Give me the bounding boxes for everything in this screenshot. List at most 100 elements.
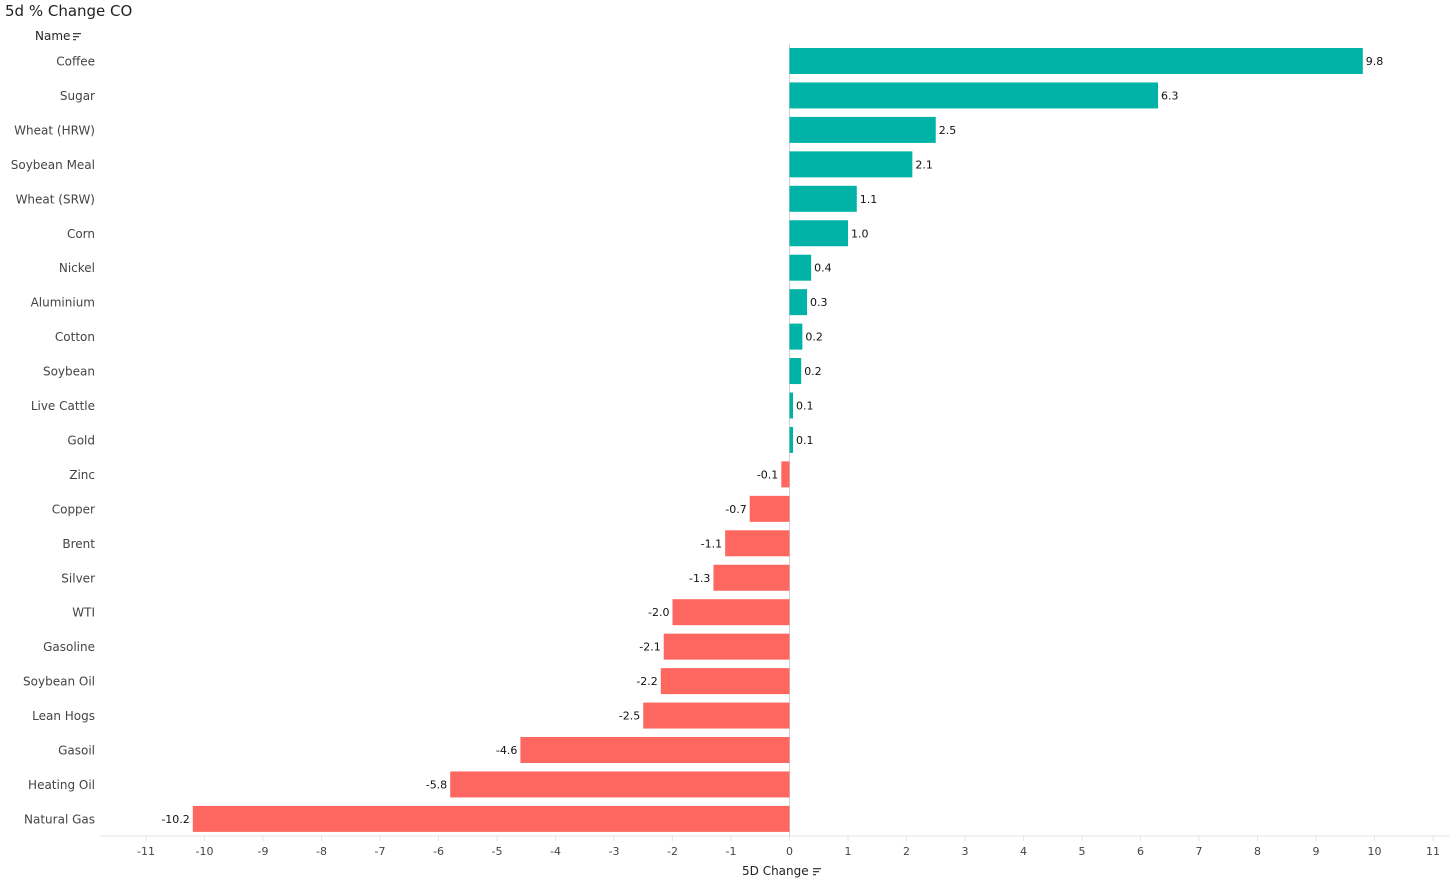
data-label: -0.7 xyxy=(725,503,746,516)
category-label: WTI xyxy=(72,606,95,620)
x-axis-title[interactable]: 5D Change xyxy=(742,864,822,878)
category-label: Gasoil xyxy=(58,744,95,758)
data-label: 6.3 xyxy=(1161,89,1179,102)
category-label: Cotton xyxy=(55,330,95,344)
category-label: Soybean xyxy=(43,365,95,379)
category-label: Silver xyxy=(61,571,95,585)
x-tick-label: -5 xyxy=(492,845,503,858)
data-label: 0.4 xyxy=(814,262,832,275)
data-label: 0.2 xyxy=(804,365,822,378)
x-tick-label: 9 xyxy=(1313,845,1320,858)
bar xyxy=(789,151,913,178)
x-tick-label: -8 xyxy=(316,845,327,858)
data-label: -2.0 xyxy=(648,606,669,619)
x-tick-label: 4 xyxy=(1020,845,1027,858)
sort-descending-icon[interactable] xyxy=(72,32,82,41)
x-tick-label: 10 xyxy=(1368,845,1382,858)
x-tick-label: 11 xyxy=(1426,845,1440,858)
bar xyxy=(672,599,790,626)
bars-layer xyxy=(192,48,1363,832)
data-label: -1.3 xyxy=(689,572,710,585)
category-label: Brent xyxy=(62,537,95,551)
bar xyxy=(660,668,790,695)
data-label: -1.1 xyxy=(701,537,722,550)
x-tick-label: -7 xyxy=(375,845,386,858)
data-label: 1.1 xyxy=(860,193,878,206)
category-label: Natural Gas xyxy=(24,812,95,826)
x-tick-label: -11 xyxy=(137,845,155,858)
bar xyxy=(789,289,808,316)
bar xyxy=(789,82,1159,109)
bar xyxy=(450,771,790,798)
data-label: 0.3 xyxy=(810,296,828,309)
bar xyxy=(725,530,790,557)
bar xyxy=(192,805,790,832)
x-tick-label: -6 xyxy=(433,845,444,858)
data-label: -2.5 xyxy=(619,710,640,723)
category-label: Wheat (SRW) xyxy=(16,192,95,206)
data-label: 0.2 xyxy=(805,331,823,344)
axis-layer: -11 -10 -9 -8 -7 -6 -5 -4 -3 -2 -1 0 1 2 3 4 5 6 7 8 9 10 11 xyxy=(100,44,1450,858)
x-tick-label: -3 xyxy=(609,845,620,858)
x-tick-label: 6 xyxy=(1137,845,1144,858)
bar xyxy=(789,323,803,350)
bar xyxy=(781,461,790,488)
data-label: 2.5 xyxy=(939,124,957,137)
category-label: Aluminium xyxy=(31,296,95,310)
category-label: Gasoline xyxy=(43,640,95,654)
bar xyxy=(643,702,790,729)
category-label: Heating Oil xyxy=(28,778,95,792)
bar xyxy=(663,633,790,660)
data-label: -10.2 xyxy=(161,813,189,826)
category-label: Sugar xyxy=(60,89,95,103)
name-column-label: Name xyxy=(35,29,71,43)
data-label: -2.2 xyxy=(636,675,657,688)
bar xyxy=(789,426,794,453)
x-tick-label: 3 xyxy=(962,845,969,858)
chart-title: 5d % Change CO xyxy=(5,2,133,20)
category-label: Zinc xyxy=(69,468,95,482)
x-tick-label: -2 xyxy=(667,845,678,858)
x-tick-label: 5 xyxy=(1079,845,1086,858)
category-label: Live Cattle xyxy=(31,399,95,413)
x-tick-label: -9 xyxy=(258,845,269,858)
x-tick-label: 7 xyxy=(1196,845,1203,858)
x-tick-label: 2 xyxy=(903,845,910,858)
data-label: -2.1 xyxy=(639,641,660,654)
category-label: Soybean Oil xyxy=(23,675,95,689)
data-label: -0.1 xyxy=(757,468,778,481)
category-label: Gold xyxy=(67,433,95,447)
bar xyxy=(713,564,790,591)
category-label: Coffee xyxy=(56,55,95,69)
data-label: -4.6 xyxy=(496,744,517,757)
data-label: 9.8 xyxy=(1366,55,1384,68)
category-label: Copper xyxy=(52,502,95,516)
category-label: Soybean Meal xyxy=(11,158,95,172)
x-tick-label: 1 xyxy=(845,845,852,858)
bar xyxy=(749,495,790,522)
data-label: 0.1 xyxy=(796,434,814,447)
x-tick-label: -4 xyxy=(550,845,561,858)
bar xyxy=(789,220,848,247)
data-label: -5.8 xyxy=(426,778,447,791)
bar xyxy=(520,737,790,763)
bar xyxy=(789,254,812,281)
category-label: Nickel xyxy=(59,261,95,275)
data-label: 1.0 xyxy=(851,227,869,240)
x-tick-label: 8 xyxy=(1254,845,1261,858)
category-label: Corn xyxy=(67,227,95,241)
category-label: Wheat (HRW) xyxy=(14,123,95,137)
labels-layer: Coffee 9.8 Sugar 6.3 Wheat (HRW) 2.5 Soybean M… xyxy=(11,55,1384,827)
sort-icon[interactable] xyxy=(812,867,822,876)
x-tick-label: -1 xyxy=(726,845,737,858)
x-tick-label: -10 xyxy=(196,845,214,858)
bar xyxy=(789,116,936,143)
bar xyxy=(789,392,794,419)
x-axis-title-text: 5D Change xyxy=(742,864,809,878)
name-column-header[interactable]: Name xyxy=(35,29,82,43)
data-label: 2.1 xyxy=(915,158,933,171)
bar xyxy=(789,358,802,385)
category-label: Lean Hogs xyxy=(32,709,95,723)
x-tick-label: 0 xyxy=(786,845,793,858)
